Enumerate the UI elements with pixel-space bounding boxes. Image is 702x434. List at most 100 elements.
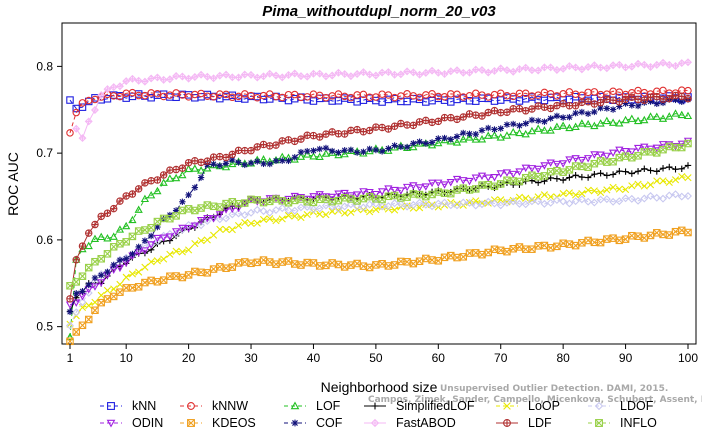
data-point (652, 144, 661, 153)
data-point (646, 148, 655, 156)
data-point (153, 89, 162, 98)
series-kdeos (66, 226, 692, 346)
data-point (377, 188, 387, 196)
data-point (378, 195, 386, 204)
data-point (659, 177, 667, 185)
data-point (634, 196, 643, 205)
data-point (416, 138, 423, 145)
data-point (678, 226, 686, 234)
data-point (234, 209, 243, 218)
data-point (298, 149, 304, 155)
data-point (91, 95, 99, 104)
data-point (565, 166, 573, 174)
data-point (540, 199, 549, 208)
data-point (434, 257, 442, 265)
x-tick-label: 50 (369, 351, 383, 365)
data-point (248, 160, 254, 166)
data-point (496, 201, 505, 210)
data-point (216, 263, 224, 271)
data-point (187, 419, 195, 427)
data-point (384, 202, 393, 211)
data-point (190, 222, 199, 230)
data-point (398, 144, 404, 150)
x-tick-label: 90 (619, 351, 633, 365)
data-point (640, 194, 649, 203)
y-axis-label: ROC AUC (5, 152, 21, 216)
data-point (447, 136, 454, 143)
data-point (615, 197, 624, 206)
data-point (427, 140, 437, 149)
data-point (621, 186, 630, 194)
data-point (565, 166, 574, 174)
data-point (633, 116, 643, 125)
data-point (241, 218, 249, 227)
data-point (197, 237, 205, 245)
data-point (272, 260, 280, 268)
data-point (559, 89, 567, 98)
data-point (459, 198, 468, 207)
data-point (259, 215, 268, 224)
data-point (565, 199, 574, 208)
data-point (228, 198, 236, 206)
data-point (154, 224, 161, 230)
data-point (254, 158, 261, 165)
data-point (348, 147, 354, 153)
x-tick-label: 70 (494, 351, 508, 365)
data-point (465, 198, 474, 207)
data-point (209, 215, 218, 223)
data-point (423, 140, 429, 147)
data-point (390, 186, 399, 195)
data-point (565, 123, 574, 132)
data-point (547, 244, 555, 252)
data-point (79, 288, 86, 295)
data-point (303, 202, 312, 211)
data-point (397, 257, 405, 266)
data-point (297, 195, 305, 203)
data-point (253, 94, 262, 102)
data-point (590, 187, 598, 195)
data-point (284, 211, 293, 220)
data-point (477, 172, 487, 181)
data-point (671, 190, 680, 199)
data-point (597, 157, 605, 165)
data-point (234, 221, 243, 230)
data-point (203, 201, 211, 209)
data-point (534, 165, 543, 174)
data-point (191, 267, 199, 276)
data-point (540, 172, 549, 180)
data-point (103, 250, 112, 258)
data-point (203, 215, 212, 223)
data-point (209, 231, 218, 239)
data-point (135, 283, 143, 291)
data-point (465, 249, 474, 257)
data-point (66, 96, 74, 104)
data-point (590, 238, 598, 246)
data-point (509, 170, 518, 179)
data-point (129, 251, 136, 257)
data-point (465, 186, 474, 194)
data-point (371, 190, 381, 199)
data-point (217, 162, 223, 169)
data-point (134, 205, 143, 213)
data-point (497, 246, 505, 254)
data-point (222, 225, 230, 234)
data-point (297, 213, 305, 222)
data-point (560, 114, 566, 121)
data-point (72, 278, 80, 286)
data-point (446, 178, 455, 187)
data-point (509, 177, 517, 185)
data-point (360, 149, 367, 155)
data-point (365, 200, 374, 209)
data-point (396, 187, 405, 195)
data-point (191, 206, 199, 215)
data-point (303, 93, 311, 101)
data-point (534, 193, 542, 201)
legend-label: SimplifiedLOF (396, 399, 475, 413)
data-point (266, 215, 274, 223)
legend-item-ldof: LDOF (588, 399, 654, 413)
data-point (640, 115, 649, 124)
data-point (577, 119, 587, 127)
data-point (110, 292, 118, 301)
data-point (553, 242, 561, 250)
data-point (309, 198, 318, 206)
